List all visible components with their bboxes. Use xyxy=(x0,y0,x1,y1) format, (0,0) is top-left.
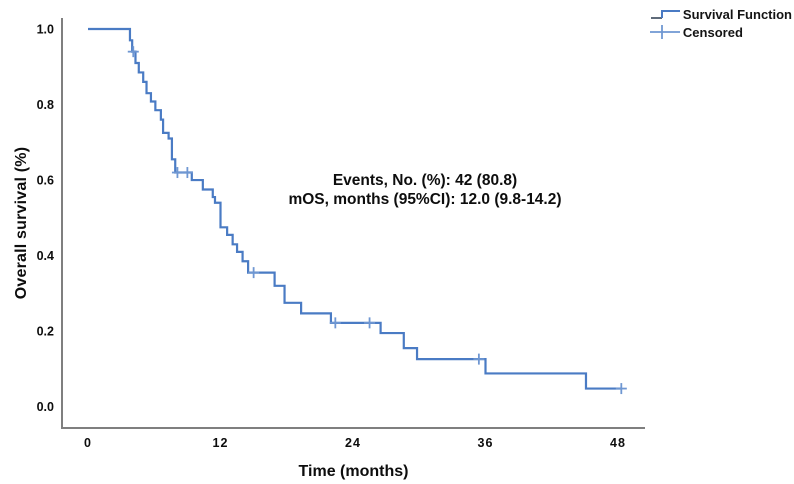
x-tick-label: 48 xyxy=(610,436,626,450)
legend-item-censored: Censored xyxy=(649,24,792,40)
y-tick-label: 0.4 xyxy=(37,249,54,263)
x-tick-label: 12 xyxy=(213,436,229,450)
legend-survival-label: Survival Function xyxy=(682,6,792,22)
x-tick-label: 36 xyxy=(478,436,494,450)
x-tick-label: 0 xyxy=(84,436,92,450)
y-tick-label: 0.0 xyxy=(37,400,54,414)
x-axis-title: Time (months) xyxy=(298,463,409,480)
x-tick-label: 24 xyxy=(345,436,361,450)
y-tick-label: 0.2 xyxy=(37,325,54,339)
legend-censored-label: Censored xyxy=(682,24,743,40)
y-axis-title: Overall survival (%) xyxy=(13,146,30,300)
censored-plus-icon xyxy=(649,25,680,39)
step-line-icon xyxy=(650,10,680,19)
stats-annotation: Events, No. (%): 42 (80.8) mOS, months (… xyxy=(288,171,561,209)
legend-item-survival: Survival Function xyxy=(649,6,792,22)
y-tick-label: 0.8 xyxy=(37,98,54,112)
legend: Survival Function Censored xyxy=(649,6,792,40)
annotation-mos-line: mOS, months (95%CI): 12.0 (9.8-14.2) xyxy=(288,191,562,208)
annotation-events-line: Events, No. (%): 42 (80.8) xyxy=(332,172,518,189)
y-tick-label: 0.6 xyxy=(37,174,54,188)
y-tick-label: 1.0 xyxy=(37,23,54,37)
